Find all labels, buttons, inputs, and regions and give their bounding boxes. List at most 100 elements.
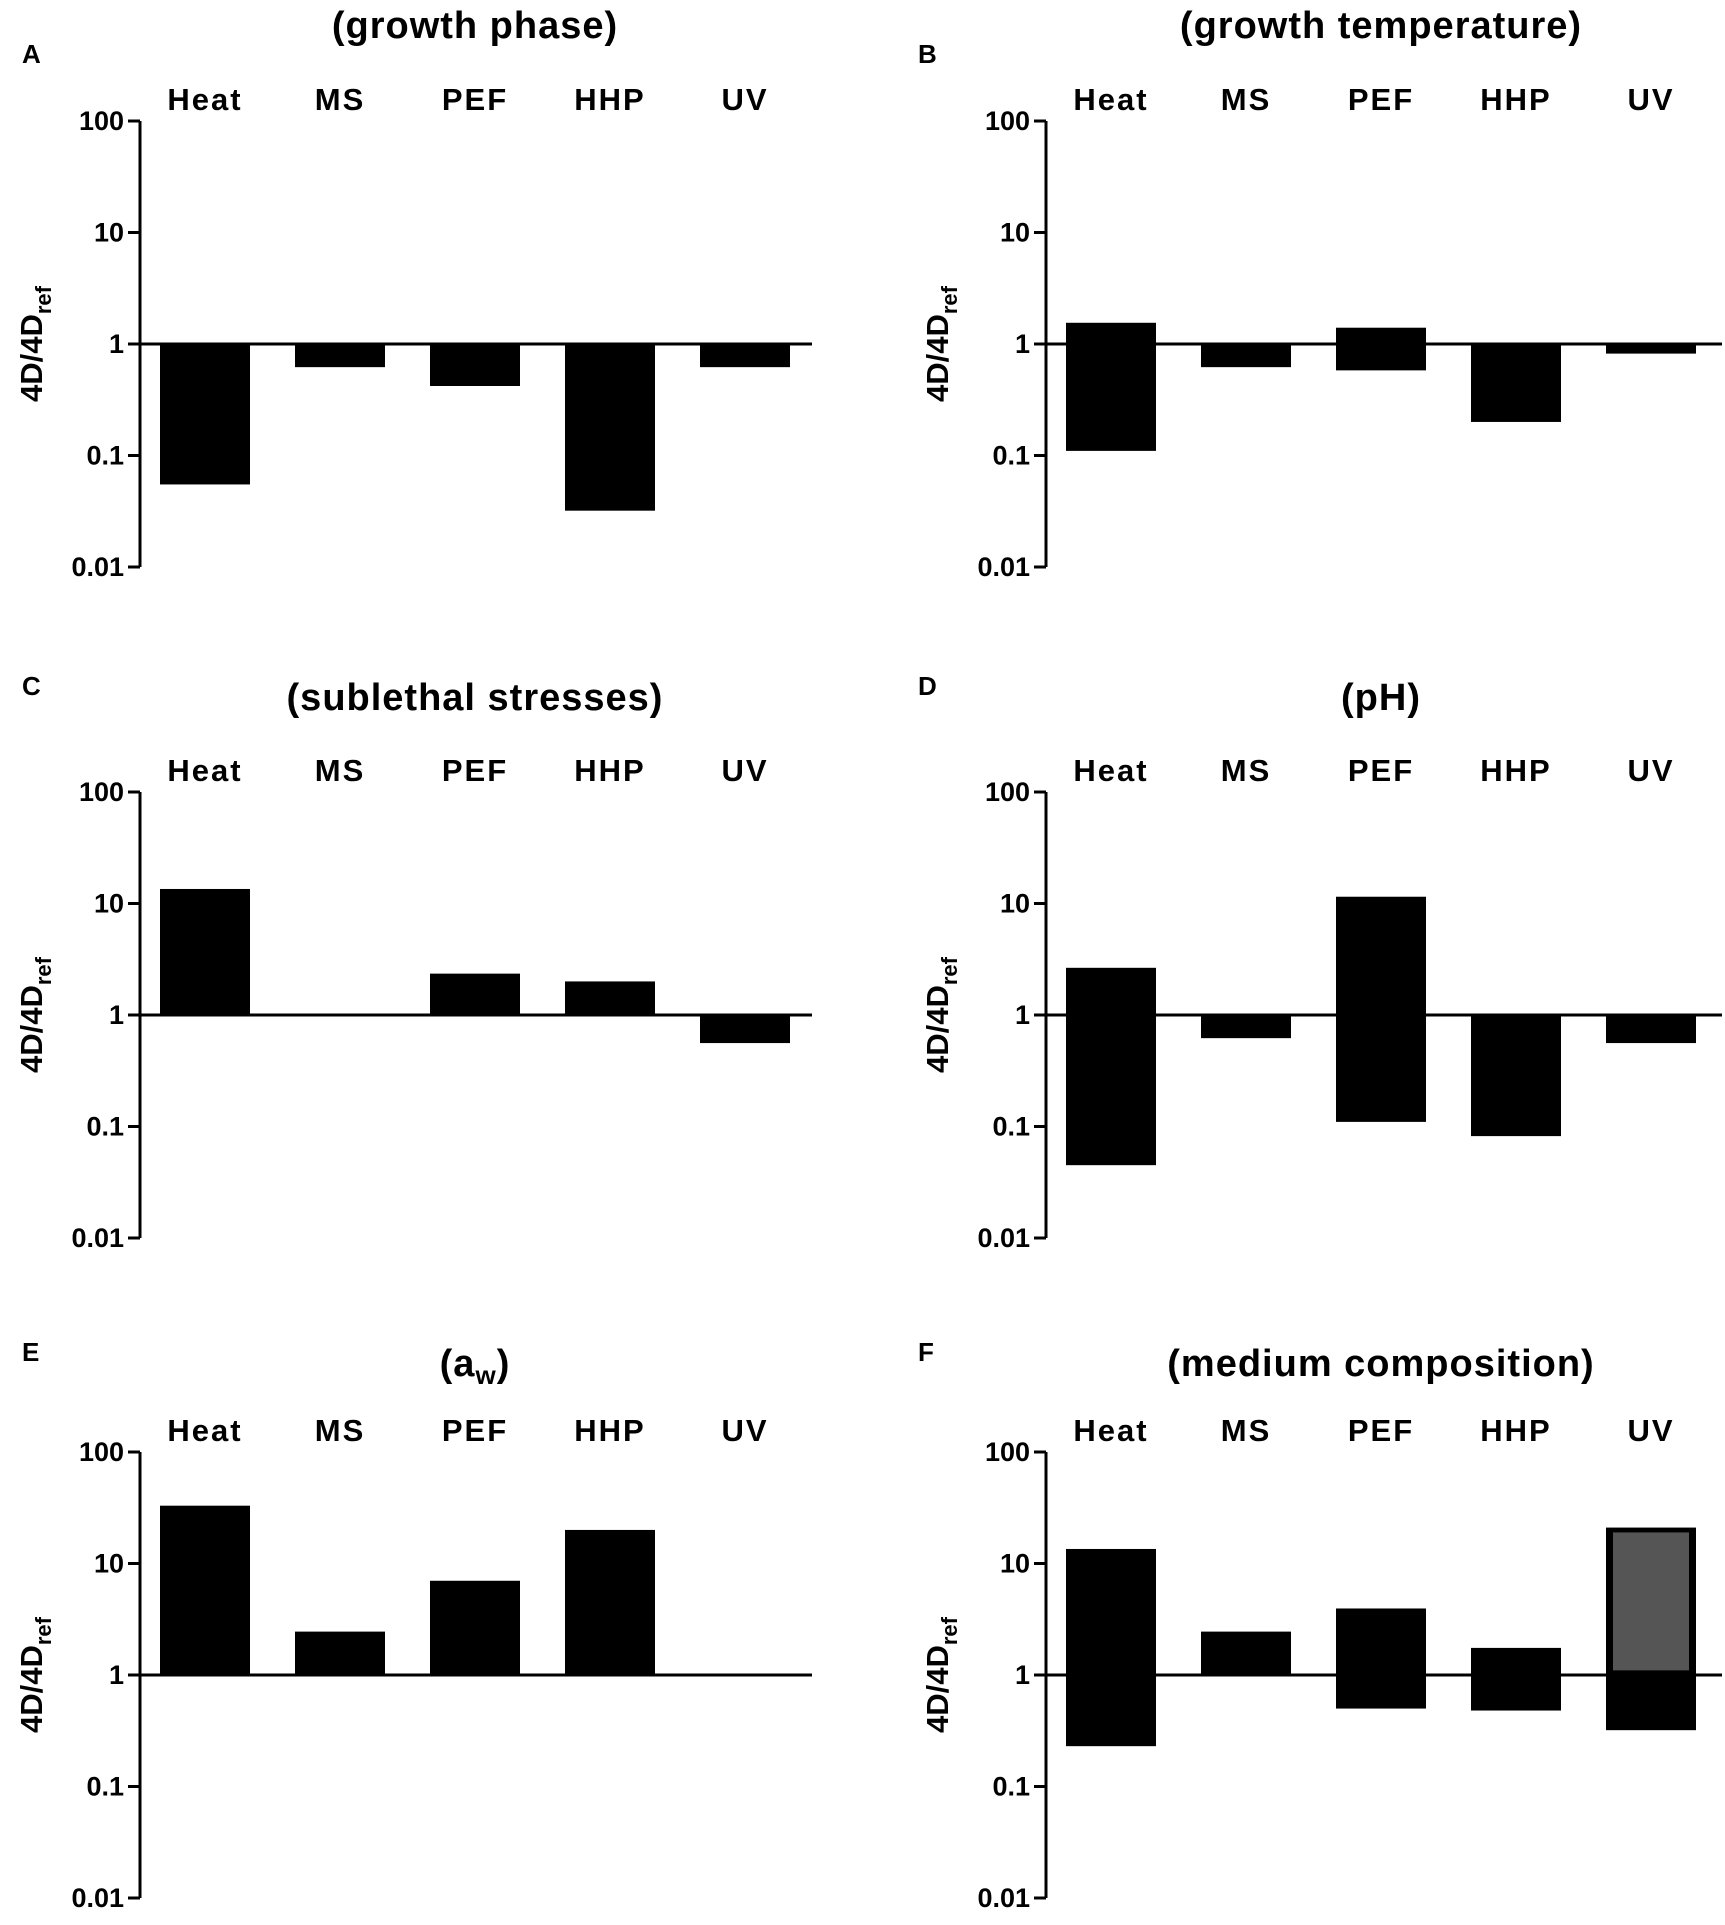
category-label: HHP [574, 1413, 645, 1448]
y-axis-label-subscript: ref [937, 285, 962, 314]
chart-panel-f: F (medium composition) Heat MS PEF HHP UV 0.01 0… [918, 1337, 1722, 1913]
bar-heat [160, 1505, 250, 1675]
bar-heat [160, 344, 250, 485]
bar-ms [1201, 344, 1291, 368]
y-tick-label: 0.1 [992, 1112, 1030, 1142]
category-label: HHP [574, 82, 645, 117]
category-label: PEF [1348, 1413, 1414, 1448]
category-label: PEF [442, 753, 508, 788]
bar-hhp [565, 1529, 655, 1675]
panel-title: (growth phase) [332, 5, 618, 47]
y-tick-label: 1 [109, 1000, 124, 1030]
bar-pef [430, 973, 520, 1015]
y-tick-label: 0.1 [992, 1772, 1030, 1802]
category-label: PEF [1348, 753, 1414, 788]
y-axis-label-subscript: ref [31, 956, 56, 985]
bar-uv [700, 344, 790, 368]
y-tick-label: 0.1 [86, 1112, 124, 1142]
bar-hhp [1471, 344, 1561, 422]
bar-pef [1336, 1608, 1426, 1709]
y-tick-label: 1 [1015, 1000, 1030, 1030]
bar-hhp [1471, 1015, 1561, 1137]
chart-panel-a: A (growth phase) Heat MS PEF HHP UV 0.01 0.1 1 10 1… [14, 5, 812, 582]
y-axis-label-main: 4D/4D [920, 314, 955, 402]
bar-hhp [565, 344, 655, 511]
y-tick-label: 0.1 [86, 441, 124, 471]
category-label: UV [1627, 753, 1674, 788]
category-label: Heat [167, 753, 242, 788]
y-tick-label: 100 [985, 777, 1030, 807]
category-label: PEF [442, 82, 508, 117]
y-tick-label: 10 [1000, 889, 1030, 919]
category-label: Heat [1073, 1413, 1148, 1448]
category-label: UV [721, 1413, 768, 1448]
chart-panel-d: D (pH) Heat MS PEF HHP UV 0.01 0.1 1 10 100 4D/4Dref [918, 671, 1722, 1253]
y-axis-label-main: 4D/4D [14, 314, 49, 402]
bar-ms [1201, 1015, 1291, 1039]
category-label: MS [315, 82, 366, 117]
y-tick-label: 100 [985, 106, 1030, 136]
y-axis-label-main: 4D/4D [14, 1645, 49, 1733]
y-tick-label: 0.01 [71, 1223, 124, 1253]
y-tick-label: 10 [1000, 218, 1030, 248]
y-axis-label: 4D/4Dref [14, 956, 56, 1073]
y-axis-label-subscript: ref [31, 285, 56, 314]
y-tick-label: 100 [79, 106, 124, 136]
y-tick-label: 100 [79, 777, 124, 807]
y-axis-label: 4D/4Dref [920, 285, 962, 402]
y-axis-label-subscript: ref [937, 956, 962, 985]
y-tick-label: 1 [1015, 329, 1030, 359]
panel-title: (sublethal stresses) [287, 677, 664, 719]
panel-letter: C [22, 671, 41, 701]
category-label: HHP [574, 753, 645, 788]
category-label: Heat [1073, 753, 1148, 788]
bar-uv [700, 1015, 790, 1044]
y-tick-label: 1 [109, 329, 124, 359]
category-label: HHP [1480, 82, 1551, 117]
y-axis-label-subscript: ref [31, 1616, 56, 1645]
panel-title: (medium composition) [1167, 1343, 1594, 1385]
bar-heat [160, 888, 250, 1015]
bar-heat [1066, 967, 1156, 1166]
category-label: MS [1221, 1413, 1272, 1448]
bar-hhp [565, 981, 655, 1015]
panel-title: (growth temperature) [1180, 5, 1582, 47]
category-label: Heat [167, 82, 242, 117]
panel-letter: E [22, 1337, 39, 1367]
y-tick-label: 0.1 [86, 1772, 124, 1802]
bar-heat [1066, 1548, 1156, 1747]
bar-uv-inner [1613, 1532, 1689, 1671]
panel-letter: B [918, 39, 937, 69]
y-tick-label: 0.01 [977, 1883, 1030, 1913]
category-label: MS [315, 753, 366, 788]
y-axis-label-subscript: ref [937, 1616, 962, 1645]
y-tick-label: 10 [94, 218, 124, 248]
y-axis-label: 4D/4Dref [920, 1616, 962, 1733]
y-axis-label-main: 4D/4D [14, 985, 49, 1073]
y-tick-label: 100 [79, 1437, 124, 1467]
bar-hhp [1471, 1647, 1561, 1711]
category-label: HHP [1480, 1413, 1551, 1448]
panel-title: (pH) [1341, 677, 1421, 719]
category-label: UV [721, 753, 768, 788]
y-tick-label: 0.01 [71, 1883, 124, 1913]
y-axis-label-main: 4D/4D [920, 985, 955, 1073]
y-tick-label: 100 [985, 1437, 1030, 1467]
category-label: UV [1627, 1413, 1674, 1448]
y-tick-label: 10 [94, 1549, 124, 1579]
category-label: MS [1221, 82, 1272, 117]
panel-letter: A [22, 39, 41, 69]
y-axis-label: 4D/4Dref [920, 956, 962, 1073]
y-axis-label: 4D/4Dref [14, 285, 56, 402]
chart-panel-c: C (sublethal stresses) Heat MS PEF HHP UV 0.01 0… [14, 671, 812, 1253]
category-label: HHP [1480, 753, 1551, 788]
chart-panel-e: E (aw) Heat MS PEF HHP UV 0.01 0.1 1 10 100 4D/4Dref [14, 1337, 812, 1913]
y-tick-label: 0.01 [977, 552, 1030, 582]
panel-letter: D [918, 671, 937, 701]
panel-title-end: ) [497, 1343, 511, 1385]
category-label: MS [315, 1413, 366, 1448]
y-tick-label: 0.01 [71, 552, 124, 582]
bar-uv [1606, 1015, 1696, 1044]
bar-pef [430, 1580, 520, 1675]
